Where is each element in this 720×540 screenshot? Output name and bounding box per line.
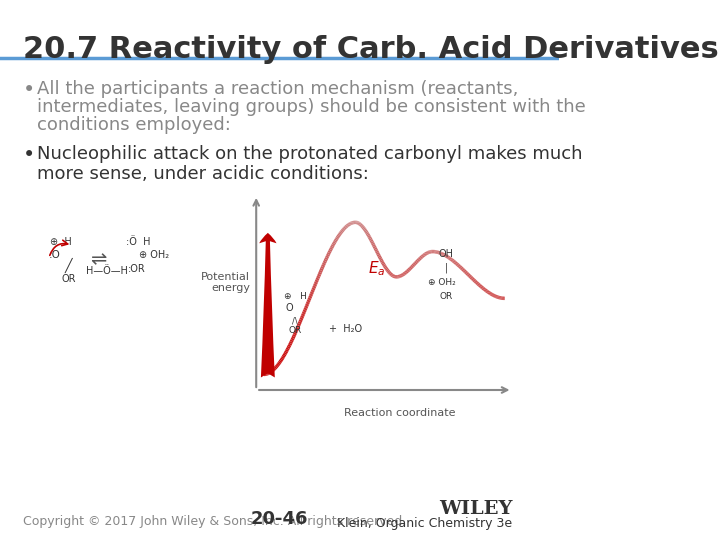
Text: O: O (285, 303, 292, 313)
Text: $E_a$: $E_a$ (368, 260, 385, 279)
Text: ⊕ OH₂: ⊕ OH₂ (139, 250, 168, 260)
Text: |: | (445, 262, 448, 273)
Text: All the participants a reaction mechanism (reactants,: All the participants a reaction mechanis… (37, 80, 518, 98)
Text: +  H₂O: + H₂O (329, 323, 362, 334)
Text: more sense, under acidic conditions:: more sense, under acidic conditions: (37, 165, 369, 183)
Text: Potential
energy: Potential energy (201, 272, 250, 293)
Text: Reaction coordinate: Reaction coordinate (344, 408, 456, 418)
Text: intermediates, leaving groups) should be consistent with the: intermediates, leaving groups) should be… (37, 98, 586, 116)
Text: WILEY: WILEY (439, 500, 513, 518)
Text: conditions employed:: conditions employed: (37, 116, 231, 134)
Text: OR: OR (289, 326, 302, 335)
Text: 20-46: 20-46 (251, 510, 308, 528)
Text: ⊕  H: ⊕ H (50, 237, 71, 247)
Text: ⇌: ⇌ (89, 250, 106, 269)
Text: OR: OR (61, 274, 76, 284)
Text: /\: /\ (292, 316, 298, 325)
Text: 20.7 Reactivity of Carb. Acid Derivatives: 20.7 Reactivity of Carb. Acid Derivative… (23, 35, 719, 64)
Text: OR: OR (440, 292, 453, 301)
Text: •: • (23, 80, 35, 100)
Text: :O: :O (48, 250, 60, 260)
Text: Nucleophilic attack on the protonated carbonyl makes much: Nucleophilic attack on the protonated ca… (37, 145, 582, 163)
Text: Copyright © 2017 John Wiley & Sons, Inc. All rights reserved.: Copyright © 2017 John Wiley & Sons, Inc.… (23, 515, 407, 528)
Text: ⊕ OH₂: ⊕ OH₂ (428, 278, 456, 287)
Text: ⊕   H: ⊕ H (284, 292, 307, 301)
Text: H—Ö—H: H—Ö—H (86, 266, 128, 276)
Text: :OR: :OR (127, 264, 145, 274)
Text: :Ö  H: :Ö H (126, 237, 150, 247)
Text: OH: OH (439, 248, 454, 259)
Text: Klein, Organic Chemistry 3e: Klein, Organic Chemistry 3e (337, 517, 513, 530)
Text: ╱: ╱ (65, 258, 72, 273)
Text: •: • (23, 145, 35, 165)
